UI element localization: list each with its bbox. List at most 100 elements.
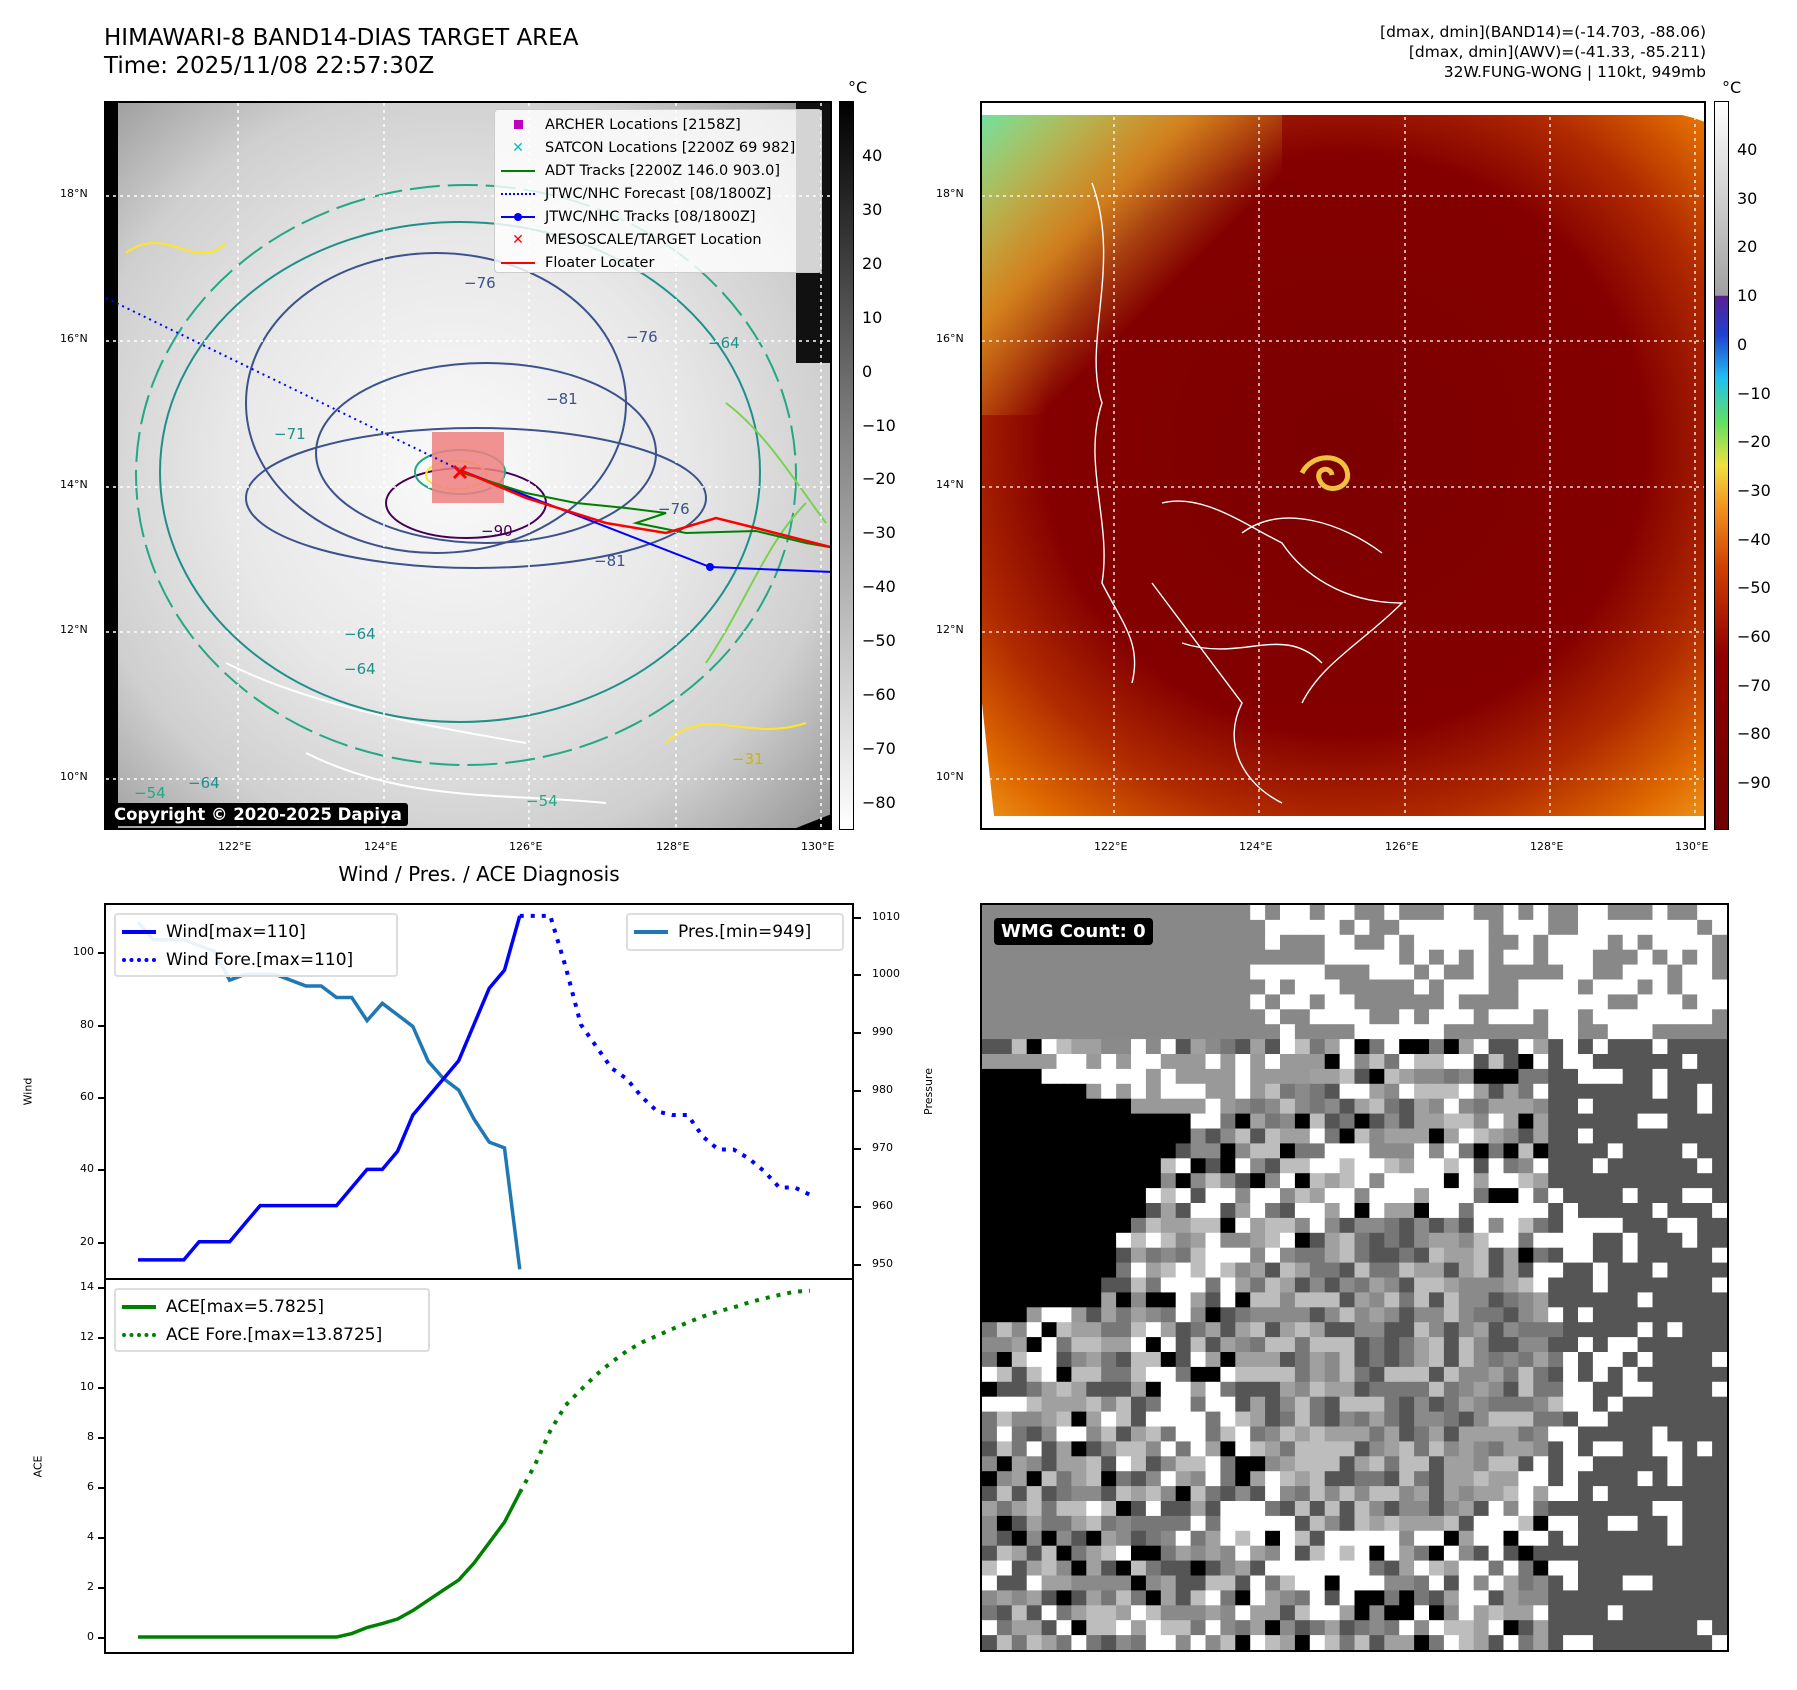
- awv-colorbar-tick: −80: [1737, 724, 1771, 744]
- ir-colorbar-tick: −10: [862, 415, 896, 435]
- target-location-marker: [452, 464, 468, 480]
- ir-colorbar-tick: −60: [862, 685, 896, 704]
- contour-label: −64: [344, 660, 376, 678]
- pressure-tick-mark: [854, 1147, 861, 1150]
- legend-line-icon: [499, 159, 537, 182]
- legend-item: JTWC/NHC Forecast [08/1800Z]: [495, 182, 821, 205]
- pressure-axis-label: Pressure: [921, 1068, 935, 1115]
- awv-colorbar-tick: −30: [1737, 480, 1771, 500]
- figure-title: HIMAWARI-8 BAND14-DIAS TARGET AREA: [104, 25, 579, 51]
- awv-colorbar-unit: °C: [1722, 78, 1742, 97]
- ir-colorbar-tick: −30: [862, 523, 896, 543]
- ir-colorbar-tick: 30: [862, 199, 883, 219]
- contour-label: −54: [526, 792, 558, 810]
- wind-pressure-chart: Wind[max=110] Wind Fore.[max=110] Pres.[m…: [104, 903, 854, 1280]
- legend-line-icon: [499, 251, 537, 274]
- info-awv-range: [dmax, dmin](AWV)=(-41.33, -85.211): [1408, 43, 1706, 61]
- legend-line-dot-icon: [499, 205, 537, 228]
- lat-tick-label: 12°N: [60, 623, 88, 636]
- ace-plot: [137, 1288, 811, 1639]
- pressure-tick-mark: [854, 1205, 861, 1208]
- legend-label: SATCON Locations [2200Z 69 982]: [545, 139, 796, 156]
- pressure-tick-label: 1000: [872, 967, 900, 981]
- ace-tick-label: 10: [80, 1380, 94, 1394]
- floater-locater-track: [459, 468, 830, 549]
- ace-tick-mark: [98, 1537, 104, 1540]
- ir-colorbar-tick: −50: [862, 631, 896, 651]
- ir-colorbar-tick: −40: [862, 577, 896, 597]
- legend-dotted-icon: [499, 182, 537, 205]
- lat-tick-label: 10°N: [936, 770, 964, 783]
- wmg-panel: WMG Count: 0: [980, 903, 1729, 1652]
- legend-item: ACE[max=5.7825]: [116, 1293, 428, 1321]
- legend-item: ✕ MESOSCALE/TARGET Location: [495, 228, 821, 251]
- wmg-count-label: WMG Count: 0: [994, 918, 1153, 945]
- lon-tick-label: 122°E: [1094, 840, 1128, 853]
- wmg-image: [982, 905, 1727, 1650]
- lon-tick-label: 128°E: [1530, 840, 1564, 853]
- legend-item: ARCHER Locations [2158Z]: [495, 113, 821, 136]
- legend-label: JTWC/NHC Tracks [08/1800Z]: [545, 208, 756, 225]
- awv-colorbar-tick: −40: [1737, 529, 1771, 549]
- awv-colorbar-tick: 20: [1737, 237, 1758, 257]
- ace-tick-label: 8: [87, 1430, 94, 1444]
- awv-colorbar-tick: −60: [1737, 627, 1771, 646]
- lon-tick-label: 124°E: [1239, 840, 1273, 853]
- contour-label: −76: [626, 328, 658, 346]
- legend-item: ✕ SATCON Locations [2200Z 69 982]: [495, 136, 821, 159]
- ir-colorbar-tick: 0: [862, 361, 873, 381]
- legend-pressure-icon: [632, 921, 670, 944]
- lat-tick-label: 18°N: [60, 187, 88, 200]
- contour-label: −64: [708, 334, 740, 352]
- awv-colorbar-tick: 30: [1737, 188, 1758, 208]
- contour-label: −54: [134, 784, 166, 802]
- ir-colorbar-tick: 40: [862, 146, 883, 165]
- ace-tick-mark: [98, 1337, 104, 1340]
- lat-tick-label: 16°N: [936, 332, 964, 345]
- legend-label: ACE Fore.[max=13.8725]: [166, 1325, 383, 1345]
- ace-axis-label: ACE: [31, 1455, 45, 1478]
- pressure-tick-mark: [854, 1032, 861, 1035]
- wind-tick-mark: [98, 1241, 104, 1244]
- ace-tick-mark: [98, 1487, 104, 1490]
- legend-x-icon: ✕: [512, 139, 524, 156]
- mesoscale-target-area: [432, 432, 504, 503]
- legend-wind-forecast-icon: [120, 949, 158, 972]
- legend-item: ACE Fore.[max=13.8725]: [116, 1321, 428, 1349]
- ir-colorbar: [839, 101, 854, 830]
- pressure-tick-label: 1010: [872, 909, 900, 923]
- lon-tick-label: 130°E: [1675, 840, 1709, 853]
- wind-tick-label: 100: [73, 945, 94, 959]
- lat-tick-label: 10°N: [60, 770, 88, 783]
- legend-label: Wind Fore.[max=110]: [166, 950, 354, 970]
- info-band14-range: [dmax, dmin](BAND14)=(-14.703, -88.06): [1380, 23, 1706, 41]
- legend-item: Floater Locater: [495, 251, 821, 274]
- ace-tick-mark: [98, 1287, 104, 1290]
- legend-label: ADT Tracks [2200Z 146.0 903.0]: [545, 162, 781, 179]
- legend-label: Floater Locater: [545, 254, 655, 271]
- pressure-tick-label: 950: [872, 1256, 893, 1270]
- wind-line: [138, 915, 522, 1262]
- wind-tick-mark: [98, 1096, 104, 1099]
- ir-colorbar-tick: −80: [862, 792, 896, 812]
- ace-tick-label: 14: [80, 1280, 94, 1294]
- pressure-tick-label: 990: [872, 1025, 893, 1039]
- ace-tick-label: 0: [87, 1630, 94, 1644]
- awv-colorbar-tick: 10: [1737, 286, 1758, 306]
- pressure-tick-label: 970: [872, 1140, 893, 1154]
- ir-colorbar-tick: −70: [862, 738, 896, 758]
- legend-label: ARCHER Locations [2158Z]: [545, 116, 741, 133]
- lon-tick-label: 124°E: [364, 840, 398, 853]
- copyright-label: Copyright © 2020-2025 Dapiya: [108, 803, 408, 826]
- contour-label: −81: [546, 390, 578, 408]
- ace-tick-label: 6: [87, 1480, 94, 1494]
- lat-tick-label: 12°N: [936, 623, 964, 636]
- awv-map-panel: [980, 101, 1706, 830]
- legend-item: JTWC/NHC Tracks [08/1800Z]: [495, 205, 821, 228]
- legend-label: MESOSCALE/TARGET Location: [545, 231, 762, 248]
- awv-colorbar-tick: −50: [1737, 578, 1771, 598]
- ir-colorbar-tick: −20: [862, 469, 896, 489]
- legend-ace-icon: [120, 1296, 158, 1319]
- ace-forecast-line: [517, 1288, 811, 1494]
- wind-tick-label: 60: [80, 1089, 94, 1103]
